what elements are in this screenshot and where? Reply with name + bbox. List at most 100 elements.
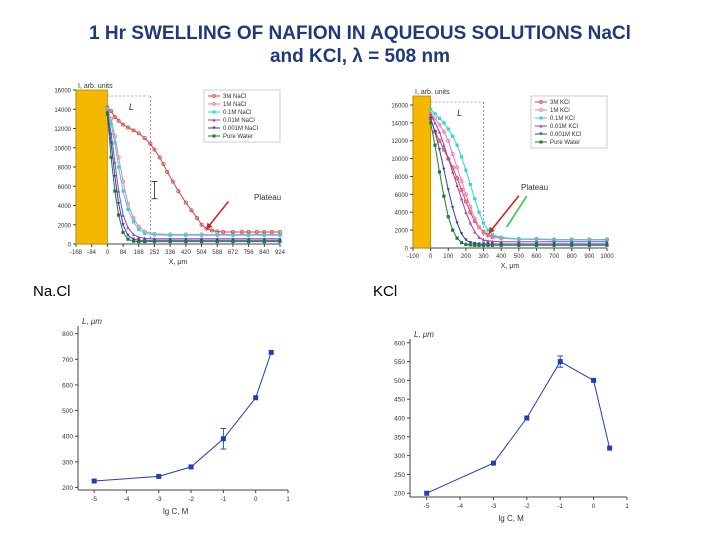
data-point bbox=[437, 116, 442, 120]
series-line bbox=[426, 360, 611, 494]
data-point bbox=[557, 359, 563, 365]
data-point bbox=[446, 156, 450, 161]
data-point bbox=[463, 199, 468, 204]
x-tick-label: -5 bbox=[91, 496, 97, 503]
x-tick-label: 1 bbox=[625, 503, 629, 510]
data-point bbox=[429, 116, 433, 120]
data-point bbox=[442, 121, 446, 125]
data-point bbox=[473, 243, 477, 247]
data-point bbox=[481, 221, 486, 225]
data-point bbox=[437, 138, 442, 143]
data-point bbox=[116, 189, 121, 193]
x-tick-label: 400 bbox=[496, 254, 507, 260]
data-point bbox=[269, 229, 274, 234]
data-point bbox=[450, 152, 455, 157]
data-point bbox=[126, 226, 130, 230]
data-point bbox=[459, 232, 464, 236]
series-line bbox=[106, 109, 280, 236]
data-point bbox=[490, 232, 494, 237]
nacl-panel-label: Na.Cl bbox=[33, 283, 71, 300]
legend-label: 0.001M NaCl bbox=[223, 126, 258, 132]
data-point bbox=[262, 229, 267, 234]
x-tick-label: 924 bbox=[275, 250, 286, 256]
legend-marker bbox=[212, 102, 216, 106]
x-tick-label: -3 bbox=[491, 503, 497, 510]
x-tick-label: 1000 bbox=[600, 254, 614, 260]
data-point bbox=[136, 131, 141, 136]
series-line bbox=[94, 352, 272, 482]
nacl-length-vs-concentration-chart: 200 300 400 500 600 700 800 -5 -4 -3 -2 -1 0 1 L, μm lg… bbox=[62, 317, 290, 516]
x-tick-label: 420 bbox=[181, 250, 192, 256]
y-tick-label: 450 bbox=[394, 397, 405, 404]
data-point bbox=[278, 239, 282, 244]
data-point bbox=[591, 377, 597, 383]
y-tick-label: 800 bbox=[62, 331, 73, 338]
x-tick-label: 800 bbox=[567, 254, 578, 260]
data-point bbox=[468, 204, 473, 209]
data-point bbox=[253, 395, 259, 401]
data-point bbox=[468, 241, 472, 245]
data-point bbox=[125, 125, 130, 130]
legend-label: 0.001M KCl bbox=[550, 132, 581, 138]
x-tick-label: 100 bbox=[443, 254, 454, 260]
data-point bbox=[262, 239, 266, 244]
data-point bbox=[199, 233, 204, 237]
y-tick-label: 8000 bbox=[58, 166, 72, 172]
data-point bbox=[424, 490, 430, 496]
data-point bbox=[152, 233, 157, 237]
data-point bbox=[433, 130, 437, 134]
x-tick-label: -4 bbox=[124, 496, 130, 503]
y-tick-label: 6000 bbox=[395, 193, 409, 199]
legend-label: Pure Water bbox=[223, 134, 253, 140]
series-line bbox=[106, 114, 280, 243]
data-point bbox=[188, 464, 194, 470]
legend-label: 0.1M NaCl bbox=[223, 110, 251, 116]
data-point bbox=[552, 243, 556, 247]
y-axis-title: I, arb. units bbox=[78, 83, 113, 90]
slide-title-line-1: 1 Hr SWELLING OF NAFION IN AQUEOUS SOLUT… bbox=[89, 23, 631, 44]
data-point bbox=[442, 194, 446, 198]
data-point bbox=[247, 233, 251, 237]
legend-marker bbox=[539, 100, 543, 104]
y-tick-label: 600 bbox=[394, 340, 405, 347]
series-line bbox=[106, 109, 280, 235]
data-point bbox=[464, 238, 468, 242]
data-point bbox=[437, 130, 442, 134]
data-point bbox=[446, 188, 450, 192]
data-point bbox=[468, 221, 472, 225]
data-point bbox=[451, 134, 455, 138]
data-point bbox=[231, 233, 235, 237]
data-point bbox=[165, 169, 170, 174]
data-point bbox=[605, 243, 609, 247]
data-point bbox=[121, 230, 125, 235]
data-point bbox=[485, 233, 490, 238]
data-point bbox=[109, 141, 113, 145]
data-point bbox=[221, 229, 226, 234]
data-point bbox=[455, 236, 459, 240]
data-point bbox=[587, 243, 591, 247]
data-point bbox=[464, 242, 468, 247]
data-point bbox=[433, 116, 438, 121]
data-point bbox=[490, 460, 496, 466]
y-tick-label: 10000 bbox=[54, 146, 71, 152]
data-point bbox=[168, 233, 172, 237]
data-point bbox=[499, 243, 503, 247]
plateau-arrow-head bbox=[206, 222, 213, 230]
data-point bbox=[446, 215, 450, 219]
data-point bbox=[170, 179, 175, 184]
x-axis-title: X, μm bbox=[169, 259, 188, 266]
data-point bbox=[131, 232, 136, 236]
data-point bbox=[157, 155, 162, 160]
y-tick-label: 600 bbox=[62, 382, 73, 389]
data-point bbox=[607, 445, 613, 451]
data-point bbox=[433, 121, 437, 125]
data-point bbox=[209, 228, 214, 233]
data-point bbox=[116, 213, 121, 217]
data-point bbox=[455, 165, 460, 170]
data-point bbox=[230, 229, 235, 234]
kcl-intensity-profile-chart: 0200040006000800010000120001400016000-10… bbox=[391, 89, 614, 270]
series-line bbox=[430, 109, 607, 241]
data-point bbox=[477, 243, 481, 247]
data-point bbox=[199, 239, 204, 244]
data-point bbox=[183, 200, 188, 205]
